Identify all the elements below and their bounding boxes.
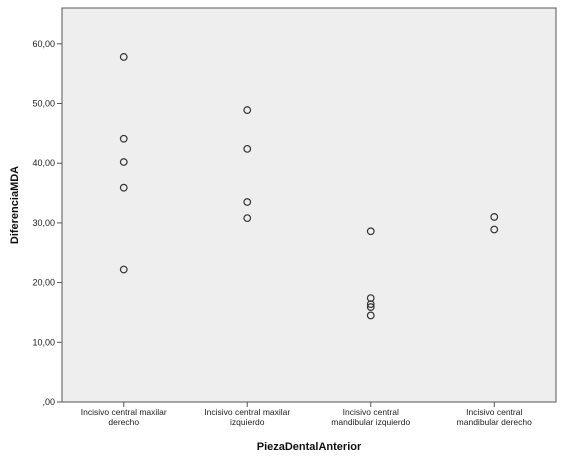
data-point <box>243 214 252 223</box>
x-axis-ticks: Incisivo central maxilar derechoIncisivo … <box>81 402 532 427</box>
data-point <box>366 294 375 303</box>
data-point <box>366 303 375 311</box>
data-point <box>366 227 375 236</box>
x-tick-label-line: Incisivo central <box>343 407 399 417</box>
x-tick-label-line: Incisivo central maxilar <box>81 407 167 417</box>
x-axis-title: PiezaDentalAnterior <box>257 441 362 453</box>
y-tick-label: ,00 <box>42 397 55 407</box>
data-point <box>243 198 252 206</box>
x-tick-label-line: izquierdo <box>230 417 265 427</box>
data-point <box>490 213 499 221</box>
y-tick-label: 20,00 <box>32 278 55 288</box>
data-points <box>119 53 499 320</box>
data-point <box>366 300 375 308</box>
y-axis-title: DiferenciaMDA <box>9 166 21 244</box>
y-axis-ticks: ,00 10,00 20,00 30,00 40,00 50,00 60,00 <box>32 39 62 407</box>
data-point <box>119 53 128 61</box>
y-tick-label: 40,00 <box>32 158 55 168</box>
data-point <box>243 144 252 153</box>
y-tick-label: 50,00 <box>32 99 55 109</box>
data-point <box>119 158 128 166</box>
data-point <box>119 183 128 192</box>
x-tick-label-line: Incisivo central <box>466 407 522 417</box>
y-tick-label: 30,00 <box>32 218 55 228</box>
y-tick-label: 60,00 <box>32 39 55 49</box>
x-tick-label-line: mandibular izquierdo <box>331 417 410 427</box>
data-point <box>243 106 252 114</box>
data-point <box>366 311 375 320</box>
y-tick-label: 10,00 <box>32 337 55 347</box>
data-point <box>119 265 128 274</box>
x-tick-label-line: Incisivo central maxilar <box>204 407 290 417</box>
x-tick-label: Incisivo central maxilar derecho <box>81 407 167 427</box>
x-tick-label: Incisivo central mandibular derecho <box>457 407 532 427</box>
x-tick-label: Incisivo central maxilar izquierdo <box>204 407 290 427</box>
x-tick-label-line: derecho <box>108 417 139 427</box>
x-tick-label-line: mandibular derecho <box>457 417 532 427</box>
data-point <box>119 134 128 143</box>
data-point <box>490 225 499 234</box>
plot-area <box>61 7 557 403</box>
x-tick-label: Incisivo central mandibular izquierdo <box>331 407 410 427</box>
